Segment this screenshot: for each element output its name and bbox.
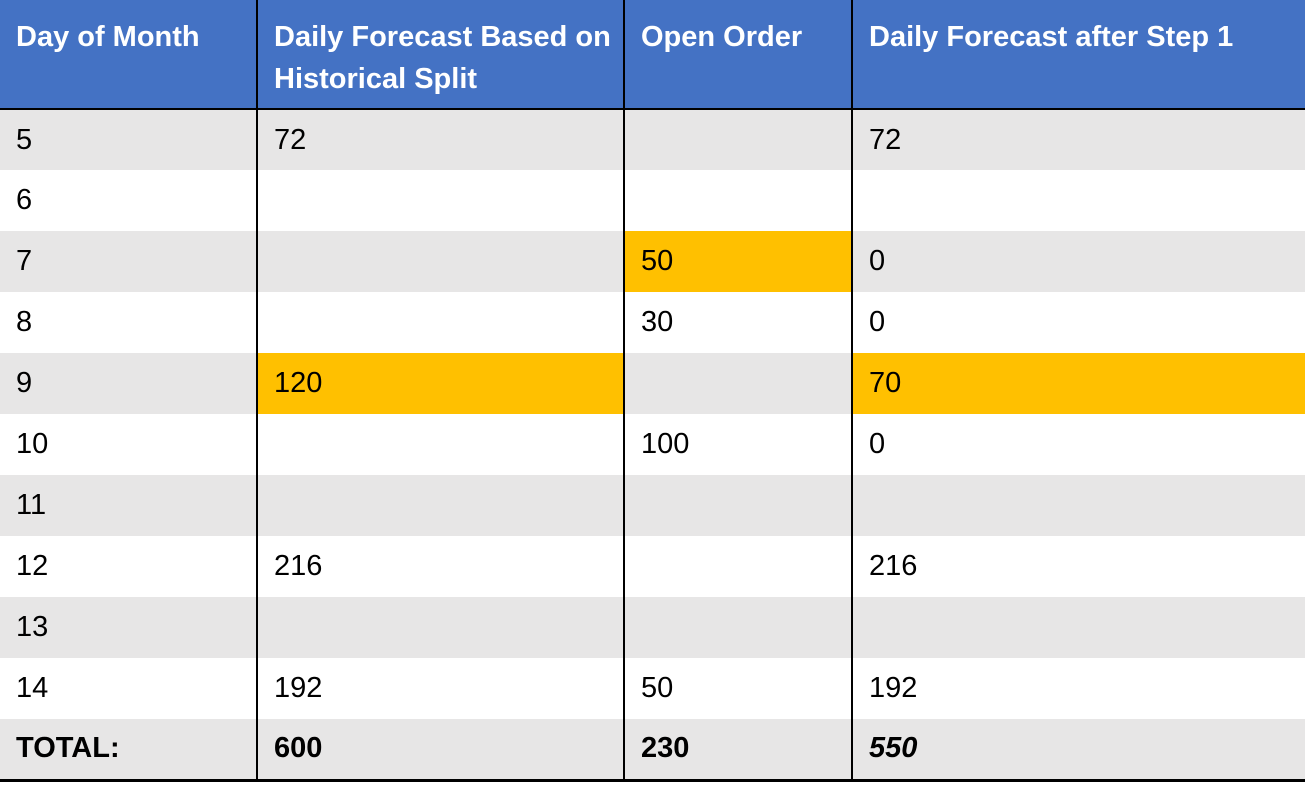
empty-cell xyxy=(256,414,624,475)
table-cell: 9 xyxy=(0,353,257,414)
table-row: 10 100 0 xyxy=(0,414,1305,475)
empty-cell xyxy=(256,292,624,353)
table-cell: 11 xyxy=(0,475,257,536)
empty-cell xyxy=(851,597,1305,658)
table-cell: 0 xyxy=(851,292,1305,353)
total-cell: 230 xyxy=(623,719,852,782)
total-cell: 550 xyxy=(851,719,1305,782)
table-cell: 216 xyxy=(851,536,1305,597)
table-row: 5 72 72 xyxy=(0,109,1305,170)
table-cell: 30 xyxy=(623,292,852,353)
empty-cell xyxy=(623,597,852,658)
table-cell: 14 xyxy=(16,672,49,704)
empty-cell xyxy=(623,109,852,170)
table-cell: 72 xyxy=(256,109,624,170)
table-cell: 120 xyxy=(256,353,624,414)
table-row: 13 xyxy=(0,597,1305,658)
table-cell: 216 xyxy=(256,536,624,597)
empty-cell xyxy=(623,475,852,536)
header-row: Day of Month Daily Forecast Based on Hist… xyxy=(0,0,1305,110)
table-cell: 6 xyxy=(16,184,33,216)
empty-cell xyxy=(256,170,624,231)
table-cell: 72 xyxy=(851,109,1305,170)
empty-cell xyxy=(851,170,1305,231)
table-cell: 10 xyxy=(16,428,49,460)
table-cell: 100 xyxy=(623,414,852,475)
table-row: 6 xyxy=(0,170,1305,231)
table-cell: 8 xyxy=(16,306,33,338)
table-row: 7 50 0 xyxy=(0,231,1305,292)
empty-cell xyxy=(623,353,852,414)
table-row: 8 30 0 xyxy=(0,292,1305,353)
column-header: Daily Forecast after Step 1 xyxy=(851,0,1305,110)
empty-cell xyxy=(851,475,1305,536)
empty-cell xyxy=(256,475,624,536)
table-cell: 50 xyxy=(623,231,852,292)
table-cell: 70 xyxy=(851,353,1305,414)
empty-cell xyxy=(623,170,852,231)
empty-cell xyxy=(256,597,624,658)
table-cell: 0 xyxy=(851,231,1305,292)
empty-cell xyxy=(256,231,624,292)
table-cell: 192 xyxy=(851,658,1305,719)
table-cell: 12 xyxy=(16,550,49,582)
table-row: 12 216 216 xyxy=(0,536,1305,597)
total-row: TOTAL: 600 230 550 xyxy=(0,719,1305,782)
table-cell: 50 xyxy=(623,658,852,719)
table-body: 5 72 72 6 7 50 0 8 30 0 9 120 70 10 100 0 11 12 216 216 13 14… xyxy=(0,109,1305,782)
column-header: Open Order xyxy=(623,0,852,110)
table-cell: 13 xyxy=(0,597,257,658)
table-cell: 7 xyxy=(0,231,257,292)
table-row: 14 192 50 192 xyxy=(0,658,1305,719)
total-cell: 600 xyxy=(256,719,624,782)
table-row: 11 xyxy=(0,475,1305,536)
total-cell: TOTAL: xyxy=(0,719,257,782)
table-cell: 192 xyxy=(256,658,624,719)
column-header: Daily Forecast Based on Historical Split xyxy=(256,0,624,110)
table-cell: 0 xyxy=(851,414,1305,475)
table-row: 9 120 70 xyxy=(0,353,1305,414)
column-header: Day of Month xyxy=(0,0,257,110)
empty-cell xyxy=(623,536,852,597)
table-cell: 5 xyxy=(0,109,257,170)
